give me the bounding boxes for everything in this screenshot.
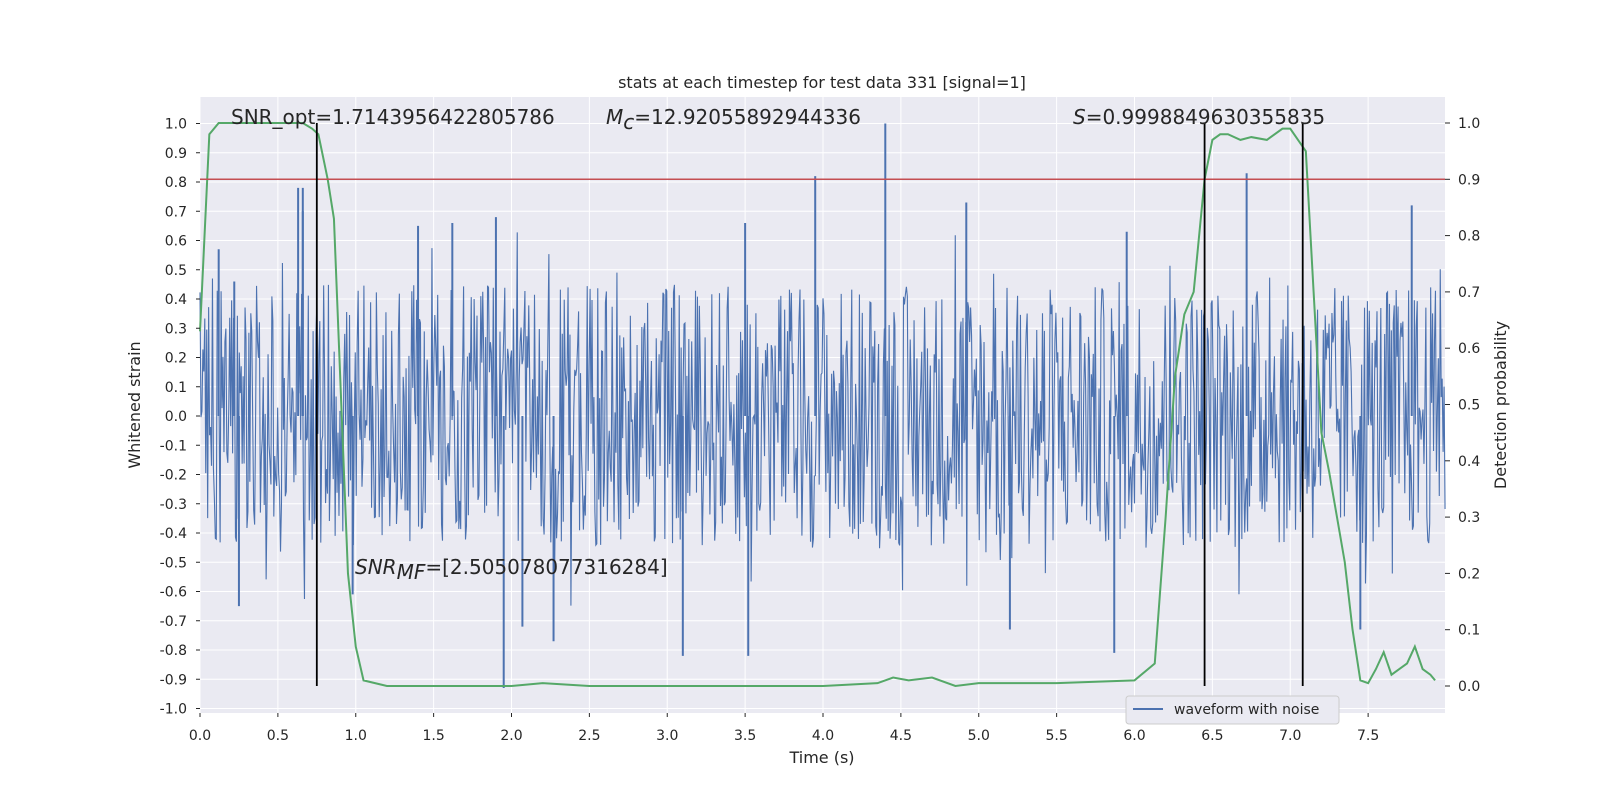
y-tick-label-right: 0.4 bbox=[1458, 454, 1480, 470]
y-tick-label-left: 0.8 bbox=[165, 175, 187, 191]
waveform-noise-trace bbox=[199, 232, 1446, 606]
y-tick-labels-right: 1.0 0.9 0.8 0.7 0.6 0.5 0.4 0.3 0.2 0.1 0.0 bbox=[1445, 116, 1480, 695]
reference-lines bbox=[200, 123, 1445, 686]
snrmf-annotation: SNRMF=[2.505078077316284] bbox=[355, 555, 668, 584]
legend: waveform with noise bbox=[1125, 695, 1340, 725]
x-axis-label: Time (s) bbox=[788, 748, 854, 767]
legend-box bbox=[1125, 695, 1340, 725]
y-axis-label-left: Whitened strain bbox=[125, 341, 144, 468]
y-tick-label-right: 0.5 bbox=[1458, 398, 1480, 414]
x-tick-label: 3.5 bbox=[734, 728, 756, 744]
y-tick-label-left: 0.5 bbox=[165, 263, 187, 279]
chart-title: stats at each timestep for test data 331… bbox=[618, 73, 1026, 92]
mc-value: =12.92055892944336 bbox=[634, 105, 861, 129]
y-tick-labels-left: 1.0 0.9 0.8 0.7 0.6 0.5 0.4 0.3 0.2 0.1 0.0 -0.1 -0.… bbox=[160, 117, 200, 718]
x-tick-label: 5.0 bbox=[968, 728, 990, 744]
y-tick-label-left: 0.2 bbox=[165, 351, 187, 367]
y-tick-label-left: 0.0 bbox=[165, 409, 187, 425]
x-tick-label: 1.5 bbox=[422, 728, 444, 744]
y-tick-label-left: -0.9 bbox=[160, 672, 187, 688]
y-axis-label-right: Detection probability bbox=[1491, 321, 1510, 489]
y-tick-label-left: -1.0 bbox=[160, 702, 187, 718]
x-tick-label: 1.0 bbox=[345, 728, 367, 744]
y-tick-label-left: 0.3 bbox=[165, 321, 187, 337]
y-tick-label-right: 0.1 bbox=[1458, 623, 1480, 639]
y-tick-label-right: 0.0 bbox=[1458, 679, 1480, 695]
mc-annotation: Mc=12.92055892944336 bbox=[606, 105, 861, 134]
y-tick-label-left: 1.0 bbox=[165, 117, 187, 133]
y-tick-label-left: -0.3 bbox=[160, 497, 187, 513]
y-tick-label-left: 0.6 bbox=[165, 234, 187, 250]
y-tick-label-left: 0.9 bbox=[165, 146, 187, 162]
x-tick-labels: 0.0 0.5 1.0 1.5 2.0 2.5 3.0 3.5 4.0 4.5 5.0 5.5 6.0 6… bbox=[189, 713, 1379, 744]
y-tick-label-right: 0.9 bbox=[1458, 172, 1480, 188]
mc-symbol: M bbox=[606, 105, 623, 129]
x-tick-label: 0.5 bbox=[267, 728, 289, 744]
x-tick-label: 3.0 bbox=[656, 728, 678, 744]
s-symbol: S bbox=[1073, 105, 1086, 129]
x-tick-label: 2.0 bbox=[500, 728, 522, 744]
y-tick-label-left: -0.6 bbox=[160, 585, 187, 601]
x-tick-label: 7.0 bbox=[1279, 728, 1301, 744]
x-tick-label: 5.5 bbox=[1045, 728, 1067, 744]
x-tick-label: 2.5 bbox=[578, 728, 600, 744]
waveform-with-noise-series bbox=[199, 123, 1446, 689]
x-tick-label: 0.0 bbox=[189, 728, 211, 744]
legend-label-waveform-with-noise: waveform with noise bbox=[1174, 702, 1319, 718]
y-tick-label-left: 0.7 bbox=[165, 204, 187, 220]
x-tick-label: 4.0 bbox=[812, 728, 834, 744]
y-tick-label-right: 0.2 bbox=[1458, 566, 1480, 582]
y-tick-label-left: 0.1 bbox=[165, 380, 187, 396]
y-tick-label-right: 0.7 bbox=[1458, 285, 1480, 301]
x-tick-label: 7.5 bbox=[1357, 728, 1379, 744]
x-tick-label: 4.5 bbox=[890, 728, 912, 744]
mc-subscript: c bbox=[623, 110, 634, 134]
snrmf-subscript: MF bbox=[397, 560, 426, 584]
y-tick-label-left: -0.8 bbox=[160, 643, 187, 659]
y-tick-label-right: 0.8 bbox=[1458, 229, 1480, 245]
snrmf-value: =[2.505078077316284] bbox=[425, 555, 667, 579]
y-tick-label-left: 0.4 bbox=[165, 292, 187, 308]
y-tick-label-left: -0.5 bbox=[160, 555, 187, 571]
x-tick-label: 6.5 bbox=[1201, 728, 1223, 744]
y-tick-label-left: -0.2 bbox=[160, 468, 187, 484]
detection-probability-series bbox=[199, 122, 1436, 688]
y-tick-label-right: 1.0 bbox=[1458, 116, 1480, 132]
snr-opt-annotation: SNR_opt=1.7143956422805786 bbox=[231, 105, 555, 129]
snrmf-symbol: SNR bbox=[355, 555, 397, 579]
y-tick-label-left: -0.7 bbox=[160, 614, 187, 630]
s-value: =0.9998849630355835 bbox=[1086, 105, 1325, 129]
s-annotation: S=0.9998849630355835 bbox=[1073, 105, 1325, 129]
y-tick-label-left: -0.4 bbox=[160, 526, 187, 542]
x-tick-label: 6.0 bbox=[1123, 728, 1145, 744]
y-tick-label-right: 0.3 bbox=[1458, 510, 1480, 526]
detection-probability-line bbox=[199, 122, 1436, 688]
y-tick-label-right: 0.6 bbox=[1458, 341, 1480, 357]
y-tick-label-left: -0.1 bbox=[160, 438, 187, 454]
